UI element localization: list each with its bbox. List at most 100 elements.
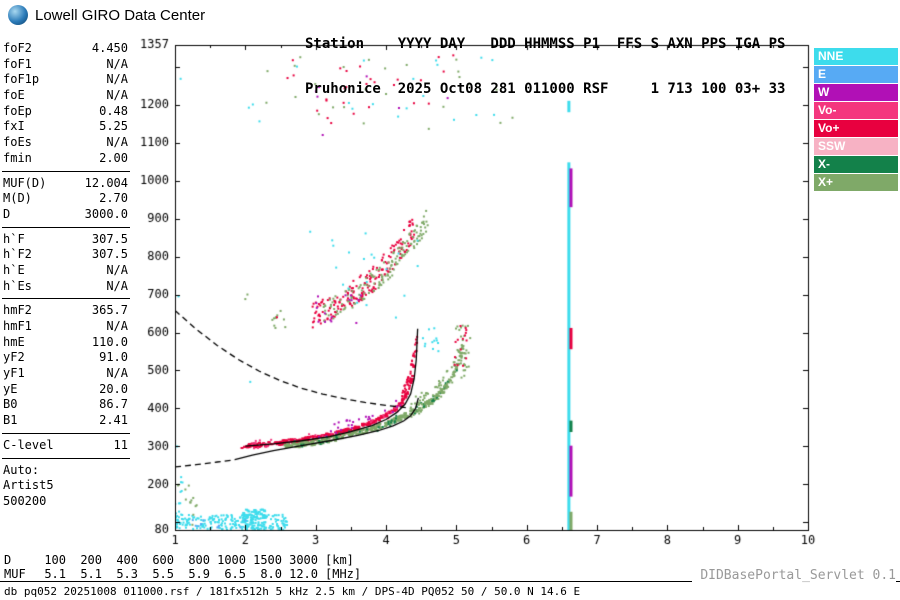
param-row: MUF(D) 12.004 (3, 176, 128, 192)
distance-row-value: 100 (44, 553, 66, 567)
distance-row-value: 3000 (289, 553, 318, 567)
param-value: N/A (106, 56, 128, 71)
param-value: 0.48 (99, 103, 128, 118)
param-label: foE (3, 88, 25, 103)
param-label: MUF(D) (3, 175, 47, 190)
param-row: foF1p N/A (3, 72, 128, 88)
param-label: M(D) (3, 191, 32, 206)
auto-label: Auto: (3, 462, 40, 477)
app-title: Lowell GIRO Data Center (35, 6, 206, 24)
measurement-info-row: db pq052 20251008 011000.rsf / 181fx512h… (4, 585, 581, 598)
muf-row-unit: [MHz] (325, 566, 362, 581)
echo-type-legend: NNE E W Vo- Vo+ SSW X- X+ (814, 48, 898, 192)
param-value: 20.0 (99, 381, 128, 396)
param-label: fxI (3, 119, 25, 134)
param-value: 365.7 (91, 303, 128, 318)
param-value: 2.00 (99, 150, 128, 165)
param-row: fxI 5.25 (3, 119, 128, 135)
param-label: h`Es (3, 278, 32, 293)
divider (2, 298, 130, 300)
divider (2, 226, 130, 228)
param-row: yF2 91.0 (3, 350, 128, 366)
param-row: M(D) 2.70 (3, 191, 128, 207)
param-label: h`E (3, 262, 25, 277)
param-value: 307.5 (91, 231, 128, 246)
param-row: h`E N/A (3, 263, 128, 279)
distance-row: D 100 200 400 600 800 1000 1500 3000 [km] (4, 553, 361, 568)
param-value: 12.004 (84, 175, 128, 190)
param-label: yE (3, 381, 18, 396)
auto-scaler-name: Artist5 (3, 478, 54, 493)
muf-row-label: MUF (4, 566, 26, 581)
divider (2, 457, 130, 459)
param-label: yF2 (3, 350, 25, 365)
param-row: yF1 N/A (3, 366, 128, 382)
muf-row: MUF 5.1 5.1 5.3 5.5 5.9 6.5 8.0 12.0 [MHz] (4, 566, 362, 582)
legend-item-x-: X- (814, 156, 898, 173)
param-value: N/A (106, 88, 128, 103)
legend-item-x+: X+ (814, 174, 898, 191)
param-label: C-level (3, 437, 54, 452)
param-label: foF1p (3, 72, 40, 87)
param-row: hmF1 N/A (3, 319, 128, 335)
param-label: fmin (3, 150, 32, 165)
param-value: 110.0 (91, 334, 128, 349)
param-label: foF2 (3, 41, 32, 55)
param-label: foEp (3, 103, 32, 118)
param-value: 5.25 (99, 119, 128, 134)
param-row: h`Es N/A (3, 279, 128, 295)
param-value: N/A (106, 278, 128, 293)
muf-row-value: 6.5 (224, 566, 246, 581)
distance-row-value: 1500 (253, 553, 282, 567)
param-row: hmF2 365.7 (3, 303, 128, 319)
parameter-groups: foF2 4.450 foF1 N/A foF1p N/A foE N/A foEp 0.48 fx… (2, 41, 130, 459)
distance-row-label: D (4, 553, 12, 567)
distance-row-value: 1000 (217, 553, 246, 567)
param-label: h`F (3, 231, 25, 246)
param-row: foEp 0.48 (3, 104, 128, 120)
legend-item-vo-: Vo- (814, 102, 898, 119)
param-row: D 3000.0 (3, 207, 128, 223)
param-label: hmF2 (3, 303, 32, 318)
param-value: 3000.0 (84, 206, 128, 221)
param-label: hmF1 (3, 319, 32, 333)
legend-item-ssw: SSW (814, 138, 898, 155)
distance-row-value: 200 (80, 553, 102, 567)
param-value: 11 (113, 437, 128, 452)
legend-item-nne: NNE (814, 48, 898, 65)
muf-row-value: 5.1 (80, 566, 102, 581)
param-row: foEs N/A (3, 135, 128, 151)
muf-row-value: 12.0 (289, 566, 318, 581)
param-label: B1 (3, 413, 18, 428)
servlet-version-label: DIDBasePortal_Servlet 0.1 (692, 568, 896, 583)
muf-row-value: 5.1 (44, 566, 66, 581)
param-value: 4.450 (91, 41, 128, 55)
param-row: h`F 307.5 (3, 232, 128, 248)
param-row: fmin 2.00 (3, 151, 128, 167)
parameter-panel: foF2 4.450 foF1 N/A foF1p N/A foE N/A foEp 0.48 fx… (2, 41, 130, 510)
param-value: 307.5 (91, 247, 128, 262)
distance-row-value: 400 (116, 553, 138, 567)
param-row: B1 2.41 (3, 413, 128, 429)
distance-row-unit: [km] (325, 553, 354, 567)
param-value: N/A (106, 366, 128, 381)
legend-item-w: W (814, 84, 898, 101)
param-row: hmE 110.0 (3, 335, 128, 351)
param-row: yE 20.0 (3, 382, 128, 398)
param-row: foE N/A (3, 88, 128, 104)
param-label: hmE (3, 334, 25, 349)
divider (2, 170, 130, 172)
muf-row-value: 5.9 (188, 566, 210, 581)
param-label: foF1 (3, 56, 32, 71)
param-value: N/A (106, 72, 128, 87)
param-value: 91.0 (99, 350, 128, 365)
d-muf-table: D 100 200 400 600 800 1000 1500 3000 [km] MUF 5.1 5.… (4, 553, 362, 582)
muf-row-value: 8.0 (260, 566, 282, 581)
divider (2, 432, 130, 434)
muf-row-value: 5.3 (116, 566, 138, 581)
param-label: B0 (3, 397, 18, 412)
auto-scaler-version: 500200 (3, 493, 47, 508)
param-row: h`F2 307.5 (3, 247, 128, 263)
footer-divider (0, 581, 900, 582)
param-label: D (3, 206, 11, 221)
